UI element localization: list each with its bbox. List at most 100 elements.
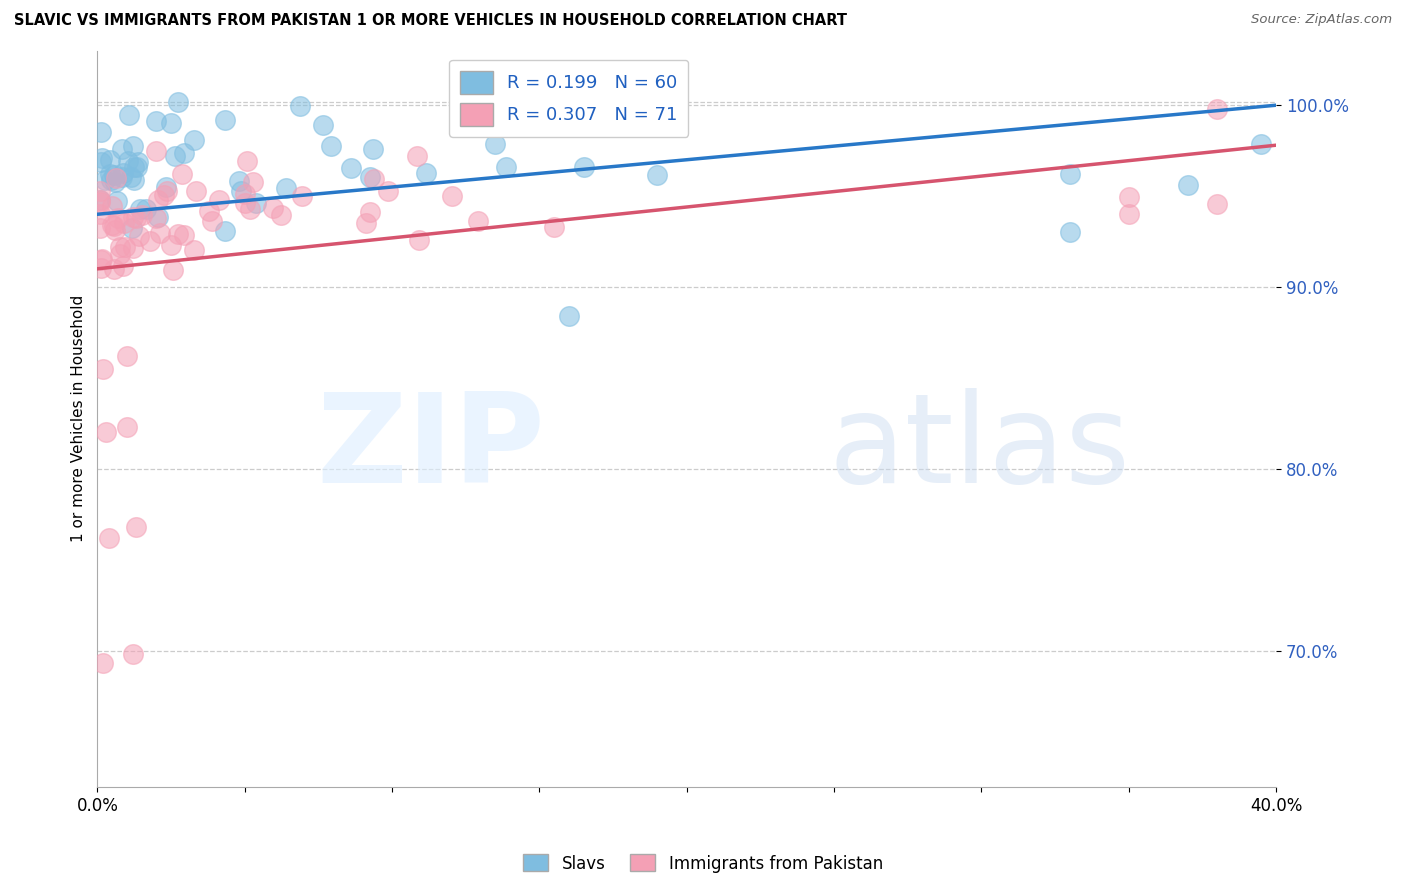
Point (173, 227, 195, 242)
Point (122, 160, 145, 174)
Point (110, 142, 132, 156)
Point (1177, 178, 1199, 193)
Point (239, 202, 262, 217)
Point (120, 170, 142, 185)
Point (228, 174, 250, 188)
Point (89, 194, 111, 209)
Point (233, 195, 256, 210)
Point (543, 219, 565, 234)
Point (117, 154, 139, 169)
Point (115, 349, 138, 363)
Point (484, 136, 506, 151)
Text: SLAVIC VS IMMIGRANTS FROM PAKISTAN 1 OR MORE VEHICLES IN HOUSEHOLD CORRELATION C: SLAVIC VS IMMIGRANTS FROM PAKISTAN 1 OR … (14, 13, 846, 29)
Point (183, 243, 205, 257)
Point (98, 531, 121, 545)
Point (101, 219, 124, 233)
Point (121, 241, 143, 255)
Point (201, 214, 224, 228)
Point (122, 210, 145, 224)
Point (89, 193, 111, 207)
Point (145, 211, 167, 225)
Point (183, 133, 205, 147)
Point (90, 124, 112, 138)
Point (104, 176, 127, 190)
Point (111, 166, 134, 180)
Point (359, 205, 381, 219)
Point (312, 119, 335, 133)
Point (236, 154, 259, 169)
Point (1118, 190, 1140, 204)
Point (127, 155, 149, 169)
Point (122, 173, 145, 187)
Point (112, 216, 135, 230)
Point (89, 193, 111, 207)
Point (156, 184, 179, 198)
Point (90, 155, 112, 169)
Point (149, 226, 172, 240)
Point (121, 221, 143, 235)
Point (405, 149, 427, 163)
Point (359, 170, 381, 185)
Point (128, 229, 150, 244)
Point (100, 173, 122, 187)
Point (110, 247, 132, 261)
Text: Source: ZipAtlas.com: Source: ZipAtlas.com (1251, 13, 1392, 27)
Point (146, 210, 169, 224)
Point (111, 259, 134, 273)
Point (291, 189, 314, 203)
Point (124, 520, 146, 534)
Point (1059, 226, 1081, 240)
Point (415, 166, 437, 180)
Point (89, 207, 111, 221)
Point (118, 108, 141, 122)
Point (363, 171, 385, 186)
Point (107, 211, 129, 225)
Point (214, 224, 236, 238)
Point (467, 214, 489, 228)
Point (91, 252, 114, 267)
Point (184, 184, 207, 198)
Point (114, 239, 136, 253)
Point (155, 180, 177, 194)
Point (145, 113, 167, 128)
Point (356, 216, 378, 230)
Point (160, 116, 183, 130)
Point (645, 168, 668, 182)
Point (214, 113, 236, 128)
Point (1059, 167, 1081, 181)
Point (103, 168, 125, 182)
Point (128, 202, 150, 216)
Point (90, 151, 112, 165)
Point (1250, 136, 1272, 151)
Point (103, 219, 125, 233)
Text: ZIP: ZIP (316, 388, 546, 508)
Point (377, 185, 399, 199)
Point (245, 196, 267, 211)
Point (262, 202, 284, 216)
Point (1206, 102, 1229, 116)
Point (153, 188, 176, 202)
Point (233, 187, 256, 202)
Point (495, 161, 517, 175)
Point (319, 139, 342, 153)
Point (108, 240, 131, 254)
Point (90, 253, 112, 268)
Point (96, 425, 118, 440)
Point (98, 167, 121, 181)
Point (163, 149, 186, 163)
Point (340, 161, 363, 175)
Point (1118, 207, 1140, 221)
Point (135, 202, 157, 216)
Point (101, 199, 124, 213)
Point (441, 188, 464, 202)
Point (131, 208, 153, 222)
Y-axis label: 1 or more Vehicles in Household: 1 or more Vehicles in Household (72, 295, 86, 542)
Point (111, 169, 134, 184)
Point (167, 227, 190, 241)
Text: atlas: atlas (828, 388, 1130, 508)
Point (159, 237, 181, 252)
Point (121, 647, 143, 661)
Point (231, 184, 253, 198)
Point (122, 139, 145, 153)
Point (162, 262, 184, 277)
